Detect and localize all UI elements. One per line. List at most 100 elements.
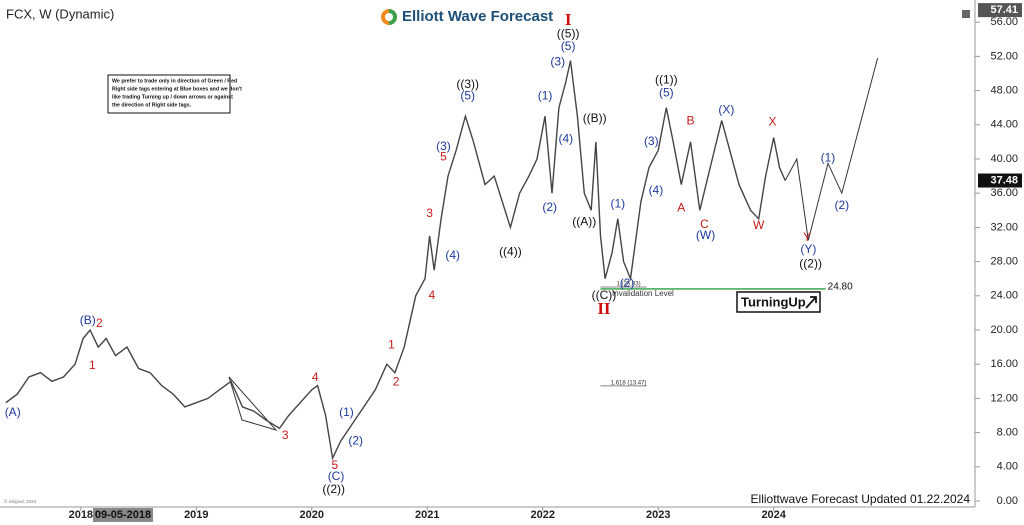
wave-label: (1): [538, 89, 553, 103]
logo-text: Elliott Wave Forecast: [402, 8, 553, 25]
y-tick-label: 0.00: [997, 495, 1018, 507]
wave-label: ((5)): [557, 26, 580, 40]
wave-label: A: [677, 201, 685, 215]
wave-label: (3): [436, 139, 451, 153]
wave-label: ((2)): [799, 256, 822, 270]
y-tick-label: 4.00: [997, 461, 1018, 473]
cursor-box: [93, 508, 153, 522]
note-line: Right side tags entering at Blue boxes a…: [112, 86, 242, 92]
copyright: © eSignal, 2024: [4, 498, 37, 504]
wave-label: 3: [426, 206, 433, 220]
y-tick-label: 52.00: [990, 50, 1018, 62]
y-tick-label: 56.00: [990, 16, 1018, 28]
wave-label: (1): [821, 150, 836, 164]
wave-label: 4: [429, 288, 436, 302]
wave-label: 5: [332, 458, 339, 472]
x-tick-label: 2018: [69, 509, 93, 521]
y-tick-label: 36.00: [990, 187, 1018, 199]
wave-label: (3): [644, 134, 659, 148]
wave-label: 4: [312, 370, 319, 384]
signal-text: TurningUp: [741, 294, 806, 309]
x-tick-label: 2022: [530, 509, 554, 521]
degree-label: I: [565, 10, 572, 29]
logo-icon: [385, 13, 393, 21]
wave-label: C: [700, 217, 709, 231]
wave-label: (C): [328, 469, 345, 483]
wave-label: 3: [282, 428, 289, 442]
note-line: the direction of Right side tags.: [112, 102, 192, 108]
wave-label: (A): [5, 405, 21, 419]
y-tick-label: 32.00: [990, 221, 1018, 233]
y-tick-label: 48.00: [990, 84, 1018, 96]
note-line: like trading Turning up / down arrows or…: [112, 94, 233, 100]
wave-label: 2: [96, 316, 103, 330]
projection-line: [784, 57, 879, 241]
x-tick-label: 2023: [646, 509, 670, 521]
x-tick-label: 2019: [184, 509, 208, 521]
wave-label: (Y): [800, 242, 816, 256]
wave-label: (5): [561, 39, 576, 53]
wave-label: ((4)): [499, 244, 522, 258]
wave-label: (1): [610, 196, 625, 210]
x-tick-label: 2021: [415, 509, 439, 521]
wave-label: (1): [339, 405, 354, 419]
wave-label: 5: [440, 149, 447, 163]
wave-label: Y: [803, 230, 811, 244]
price-line: [5, 60, 786, 461]
wave-label: ((A)): [572, 214, 596, 228]
price-tag: [978, 3, 1022, 18]
wave-label: X: [769, 114, 777, 128]
note-box: [107, 74, 231, 114]
cursor-label: 09-05-2018: [95, 509, 151, 521]
level-label: 1 (25.03): [617, 282, 641, 288]
wave-label: 1: [388, 338, 395, 352]
y-tick-label: 40.00: [990, 153, 1018, 165]
x-tick-label: 2020: [300, 509, 324, 521]
signal-box: [736, 291, 821, 313]
wave-label: (2): [620, 276, 635, 290]
panel-icon: [962, 10, 970, 18]
wave-label: ((B)): [583, 111, 607, 125]
wave-label: ((3)): [456, 77, 479, 91]
logo: Elliott Wave Forecast: [381, 8, 553, 25]
y-tick-label: 44.00: [990, 119, 1018, 131]
note-line: We prefer to trade only in direction of …: [112, 78, 237, 84]
wave-label: (4): [445, 248, 460, 262]
y-tick-label: 28.00: [990, 255, 1018, 267]
y-tick-label: 20.00: [990, 324, 1018, 336]
triangle-pattern: [228, 376, 278, 431]
wave-label: (2): [834, 198, 849, 212]
wave-label: (4): [649, 183, 664, 197]
wave-label: ((2)): [322, 482, 345, 496]
degree-label: II: [597, 299, 611, 318]
wave-label: W: [753, 218, 765, 232]
wave-label: 2: [393, 374, 400, 388]
wave-label: ((C)): [592, 288, 617, 302]
wave-label: (4): [558, 131, 573, 145]
wave-label: (2): [542, 200, 557, 214]
wave-label: (5): [659, 85, 674, 99]
chart-title: FCX, W (Dynamic): [6, 6, 114, 21]
price-tag-label: 57.41: [990, 4, 1018, 16]
wave-label: B: [687, 114, 695, 128]
level-label: 24.80: [828, 282, 853, 293]
y-tick-label: 8.00: [997, 427, 1018, 439]
wave-label: (X): [718, 102, 734, 116]
y-tick-label: 12.00: [990, 392, 1018, 404]
y-tick-label: 24.00: [990, 290, 1018, 302]
wave-label: (B): [80, 313, 96, 327]
y-tick-label: 16.00: [990, 358, 1018, 370]
footer: Elliottwave Forecast Updated 01.22.2024: [751, 492, 971, 506]
signal-arrow: [805, 296, 817, 309]
wave-label: (W): [696, 228, 715, 242]
level-label: 1.618 (13.47): [611, 380, 647, 386]
wave-label: ((1)): [655, 72, 678, 86]
wave-label: (5): [460, 89, 475, 103]
wave-label: 1: [89, 358, 96, 372]
wave-label: (3): [550, 55, 565, 69]
level-caption: Invalidation Level: [612, 289, 674, 298]
x-tick-label: 2024: [761, 509, 786, 521]
price-tag-label: 37.48: [990, 174, 1018, 186]
wave-label: (2): [348, 433, 363, 447]
